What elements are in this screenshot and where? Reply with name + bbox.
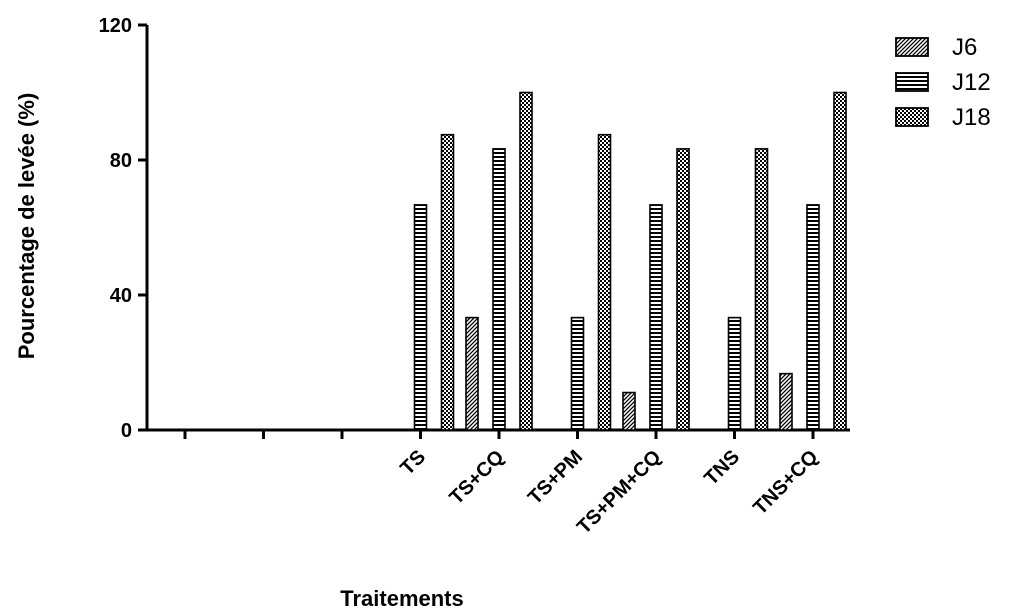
legend: J6 J12 J18 [895,34,991,131]
legend-swatch-j18 [895,107,929,127]
legend-swatch-j6 [895,37,929,57]
y-axis: 0 40 80 120 [99,15,149,442]
y-tick-label: 40 [110,285,132,307]
x-tick-label: TNS [700,446,744,490]
y-tick-label: 0 [121,420,132,442]
bars [413,91,847,431]
bar-j12-tns-cq [806,204,820,431]
x-tick-label: TS+PM [524,446,587,509]
x-tick-label: TS+CQ [445,446,508,509]
bar-j12-tns [727,316,742,431]
legend-swatch-j12 [895,72,929,92]
legend-label-j12: J12 [952,69,991,96]
bar-j18-tns [754,148,769,431]
bar-j6-ts-pm-cq [622,391,636,431]
bar-j6-tns-cq [779,372,793,431]
bar-j12-ts-pm [570,316,585,431]
y-axis-title: Pourcentage de levée (%) [14,93,39,360]
bar-j18-ts-pm-cq [676,148,690,431]
y-tick-label: 120 [99,15,132,37]
x-tick-label: TNS+CQ [749,446,822,519]
bar-j18-ts-pm [597,133,612,431]
legend-label-j18: J18 [952,104,991,131]
bar-j18-ts [440,133,455,431]
legend-label-j6: J6 [952,34,977,61]
bar-j18-ts-cq [519,91,533,431]
x-axis-title: Traitements [340,586,464,611]
x-tick-label: TS [396,446,430,480]
bar-j12-ts-pm-cq [649,204,663,431]
y-tick-label: 80 [110,150,132,172]
bar-j12-ts [413,204,428,431]
bar-j12-ts-cq [492,148,506,431]
x-tick-label: TS+PM+CQ [573,446,666,539]
bar-j18-tns-cq [833,91,847,431]
bar-j6-ts-cq [465,316,479,431]
